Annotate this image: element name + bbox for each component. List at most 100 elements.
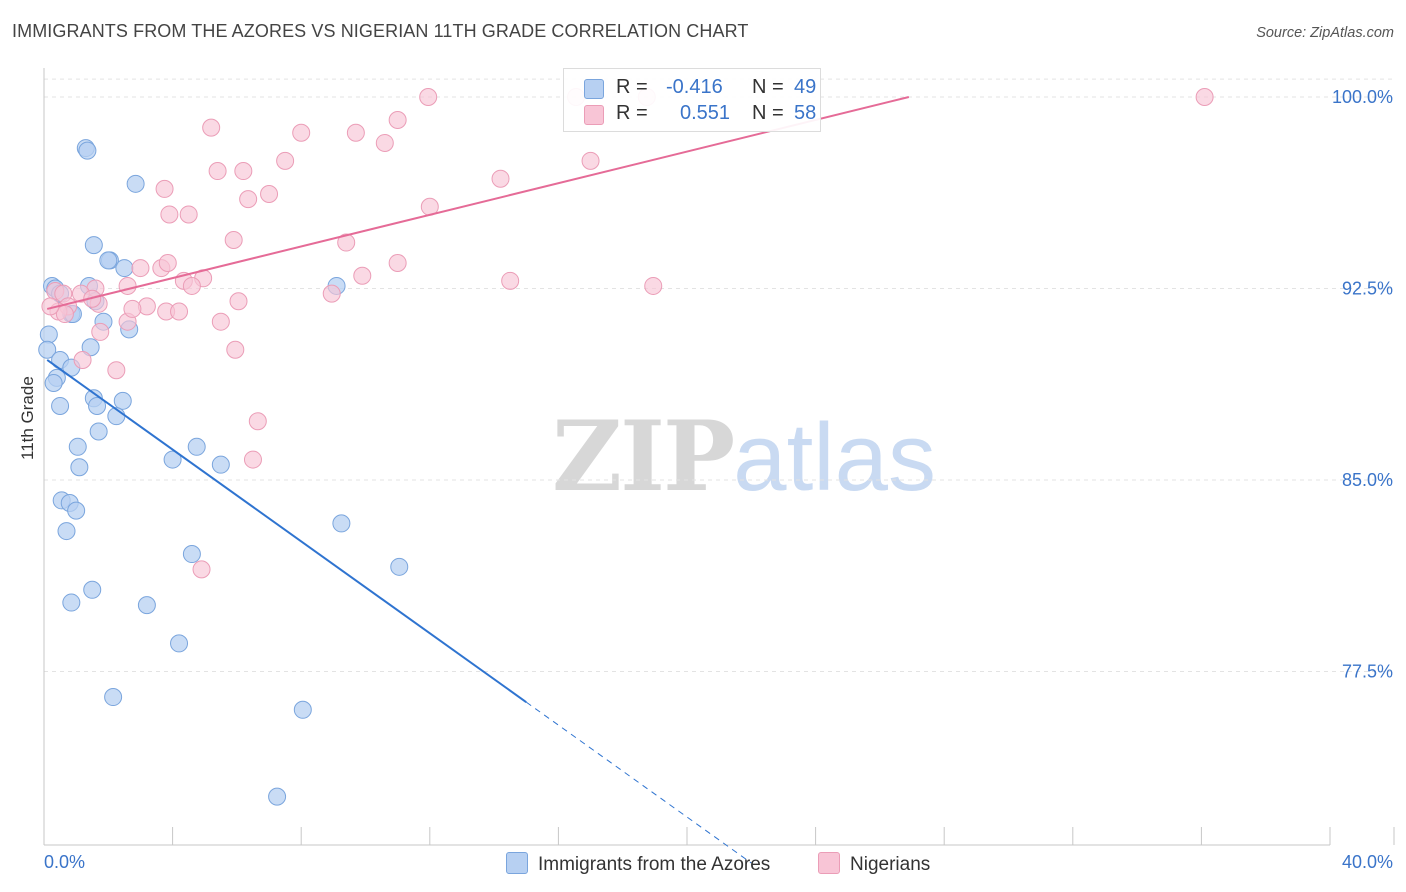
point-azores[interactable]: [68, 437, 87, 456]
trend-lines: [46, 96, 910, 864]
legend-n-value-azores: 49: [794, 76, 817, 98]
bottom-legend-azores[interactable]: Immigrants from the Azores: [506, 852, 770, 876]
point-azores[interactable]: [99, 251, 118, 270]
y-tick-label: 92.5%: [1342, 279, 1393, 299]
point-nigerians[interactable]: [131, 259, 150, 278]
point-azores[interactable]: [170, 634, 189, 653]
legend-n-value-nigerians: 58: [794, 102, 817, 124]
point-nigerians[interactable]: [346, 123, 365, 142]
point-azores[interactable]: [44, 373, 63, 392]
legend-n-label: N =: [752, 102, 784, 124]
point-nigerians[interactable]: [388, 253, 407, 272]
x-tick-label-min: 0.0%: [44, 852, 86, 872]
point-nigerians[interactable]: [292, 123, 311, 142]
point-nigerians[interactable]: [179, 205, 198, 224]
bottom-legend-swatch-azores: [506, 852, 528, 874]
point-nigerians[interactable]: [644, 276, 663, 295]
legend-swatch-nigerians: [584, 105, 604, 125]
point-azores[interactable]: [78, 141, 97, 160]
point-azores[interactable]: [137, 596, 156, 615]
legend-r-value-nigerians: 0.551: [680, 102, 731, 124]
point-nigerians[interactable]: [234, 162, 253, 181]
point-nigerians[interactable]: [118, 276, 137, 295]
point-azores[interactable]: [211, 455, 230, 474]
point-nigerians[interactable]: [419, 88, 438, 106]
point-azores[interactable]: [390, 557, 409, 576]
point-nigerians[interactable]: [202, 118, 221, 137]
bottom-legend-nigerians[interactable]: Nigerians: [818, 852, 930, 876]
bottom-legend-label-nigerians: Nigerians: [850, 854, 931, 875]
point-nigerians[interactable]: [260, 185, 279, 204]
point-azores[interactable]: [67, 501, 86, 520]
point-nigerians[interactable]: [501, 271, 520, 290]
point-nigerians[interactable]: [337, 233, 356, 252]
point-nigerians[interactable]: [123, 299, 142, 318]
legend-r-value-azores: -0.416: [666, 76, 723, 98]
point-azores[interactable]: [115, 259, 134, 278]
point-nigerians[interactable]: [107, 361, 126, 380]
watermark: ZIPatlas: [552, 400, 936, 513]
point-azores[interactable]: [62, 593, 81, 612]
point-nigerians[interactable]: [248, 412, 267, 431]
point-nigerians[interactable]: [170, 302, 189, 321]
point-azores[interactable]: [293, 700, 312, 719]
point-azores[interactable]: [104, 688, 123, 707]
y-tick-label: 85.0%: [1342, 470, 1393, 490]
point-azores[interactable]: [163, 450, 182, 469]
point-nigerians[interactable]: [276, 151, 295, 170]
point-nigerians[interactable]: [1195, 88, 1214, 106]
point-azores[interactable]: [268, 787, 287, 806]
axes: [43, 68, 1395, 846]
point-nigerians[interactable]: [243, 450, 262, 469]
point-nigerians[interactable]: [208, 162, 227, 181]
point-azores[interactable]: [126, 174, 145, 193]
point-nigerians[interactable]: [155, 179, 174, 198]
point-azores[interactable]: [187, 437, 206, 456]
point-nigerians[interactable]: [226, 340, 245, 359]
point-azores[interactable]: [83, 580, 102, 599]
point-nigerians[interactable]: [158, 253, 177, 272]
point-azores[interactable]: [88, 396, 107, 415]
watermark-atlas: atlas: [733, 404, 936, 511]
point-azores[interactable]: [38, 340, 57, 359]
bottom-legend-label-azores: Immigrants from the Azores: [538, 854, 771, 875]
point-azores[interactable]: [332, 514, 351, 533]
point-nigerians[interactable]: [73, 350, 92, 369]
point-nigerians[interactable]: [91, 322, 110, 341]
x-tick-label-max: 40.0%: [1341, 852, 1393, 872]
y-tick-label: 77.5%: [1342, 662, 1393, 682]
point-azores[interactable]: [89, 422, 108, 441]
point-nigerians[interactable]: [322, 284, 341, 303]
trend-line-azores: [46, 359, 527, 703]
legend-r-label: R =: [616, 102, 648, 124]
point-azores[interactable]: [39, 325, 58, 344]
point-azores[interactable]: [57, 522, 76, 541]
point-nigerians[interactable]: [224, 230, 243, 249]
point-nigerians[interactable]: [353, 266, 372, 285]
point-nigerians[interactable]: [182, 276, 201, 295]
legend-swatch-azores: [584, 79, 604, 99]
point-azores[interactable]: [70, 458, 89, 477]
stats-legend: R = -0.416 N = 49 R = 0.551 N = 58: [563, 68, 821, 132]
y-axis-label: 11th Grade: [18, 376, 37, 460]
trend-line-nigerians: [46, 96, 910, 310]
legend-n-label: N =: [752, 76, 784, 98]
point-azores[interactable]: [84, 236, 103, 255]
watermark-zip: ZIP: [552, 400, 735, 513]
point-nigerians[interactable]: [211, 312, 230, 331]
point-nigerians[interactable]: [388, 110, 407, 129]
point-azores[interactable]: [51, 396, 70, 415]
source-credit: Source: ZipAtlas.com: [1256, 25, 1394, 41]
point-nigerians[interactable]: [229, 292, 248, 311]
point-azores[interactable]: [81, 338, 100, 357]
point-nigerians[interactable]: [160, 205, 179, 224]
point-nigerians[interactable]: [581, 151, 600, 170]
point-azores[interactable]: [182, 545, 201, 564]
point-nigerians[interactable]: [192, 560, 211, 579]
point-nigerians[interactable]: [375, 133, 394, 152]
series-azores-points: [38, 139, 409, 806]
point-nigerians[interactable]: [491, 169, 510, 188]
point-nigerians[interactable]: [239, 190, 258, 209]
point-azores[interactable]: [113, 391, 132, 410]
